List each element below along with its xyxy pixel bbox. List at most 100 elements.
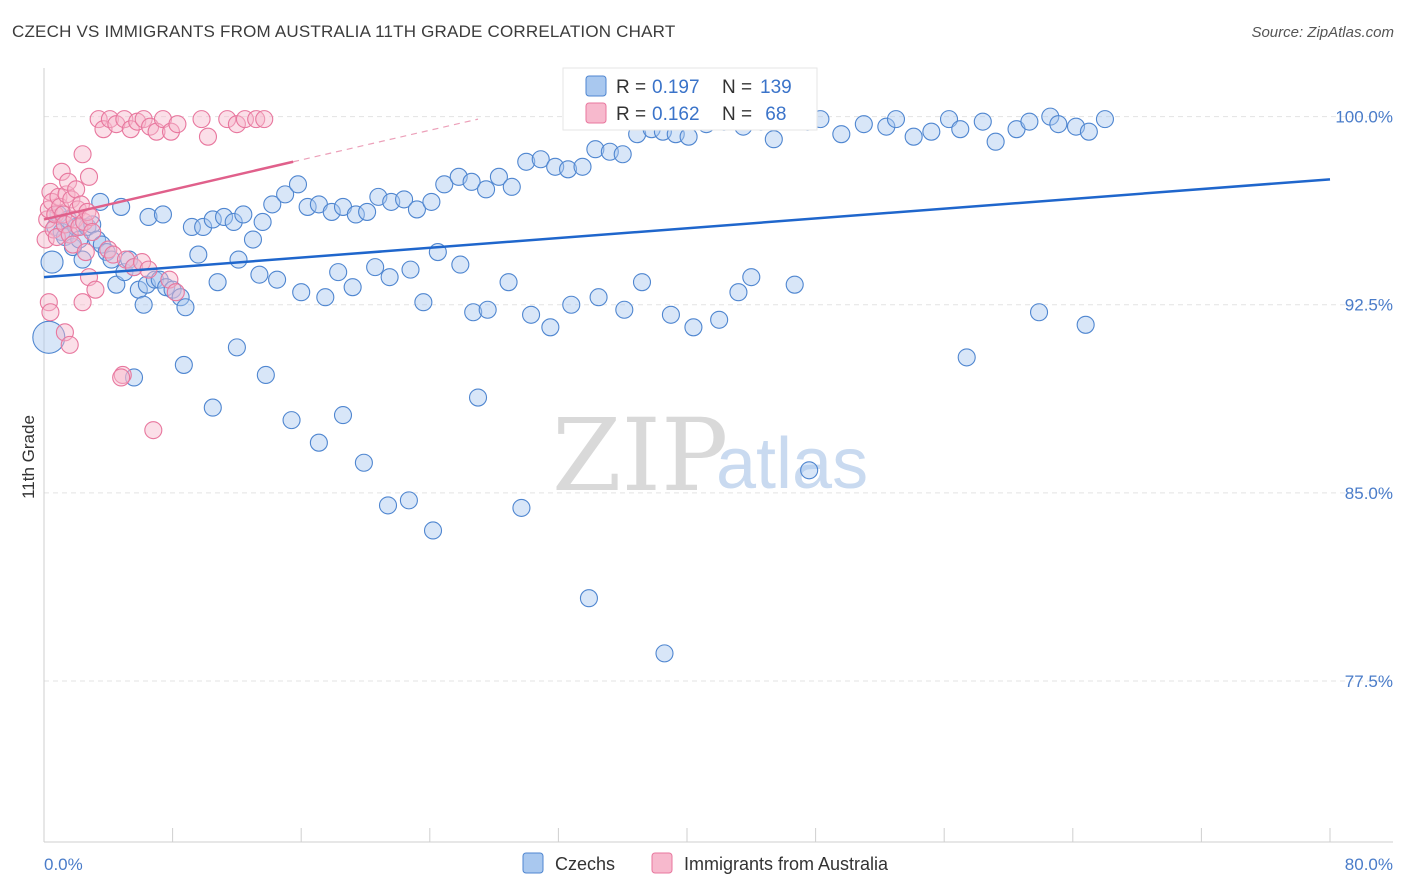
- czechs-point: [451, 255, 470, 274]
- czechs-point: [203, 210, 222, 229]
- czechs-point: [468, 388, 488, 407]
- czechs-point: [661, 305, 680, 324]
- stats-czechs-n-label: N =: [722, 77, 752, 98]
- czechs-point: [729, 283, 748, 302]
- chart-title: CZECH VS IMMIGRANTS FROM AUSTRALIA 11TH …: [12, 22, 676, 41]
- czechs-point: [329, 263, 348, 282]
- czechs-point: [1020, 112, 1039, 131]
- czechs-point: [904, 127, 923, 146]
- czechs-point: [354, 453, 373, 472]
- czechs-point: [589, 288, 608, 307]
- y-tick-label: 100.0%: [1335, 108, 1393, 127]
- y-tick-label: 85.0%: [1345, 484, 1393, 503]
- czechs-point: [366, 258, 385, 277]
- y-axis-title: 11th Grade: [19, 415, 38, 499]
- czechs-point: [1076, 315, 1095, 334]
- czechs-point: [243, 230, 263, 249]
- australia-point: [166, 283, 185, 302]
- czechs-point: [1079, 122, 1098, 141]
- czechs-point: [322, 202, 341, 221]
- australia-point: [255, 110, 274, 129]
- czechs-point: [139, 207, 158, 227]
- czechs-point: [229, 250, 248, 269]
- czechs-point: [541, 318, 560, 337]
- czechs-point: [263, 195, 282, 214]
- australia-point: [83, 222, 102, 242]
- stats-australia-r-value: 0.162: [652, 104, 700, 125]
- czechs-point: [951, 120, 970, 139]
- czechs-point: [986, 132, 1005, 151]
- stats-czechs-r-value: 0.197: [652, 77, 700, 98]
- czechs-point: [764, 130, 783, 149]
- australia-point: [99, 240, 118, 259]
- australia-point: [60, 335, 79, 354]
- czechs-point: [124, 368, 144, 387]
- czechs-point: [502, 177, 521, 196]
- australia-point: [112, 368, 131, 387]
- watermark: ZIP atlas: [552, 397, 868, 514]
- czechs-point: [189, 245, 208, 264]
- y-tick-label: 77.5%: [1345, 672, 1393, 691]
- legend-australia-label: Immigrants from Australia: [684, 854, 889, 874]
- source-label: Source: ZipAtlas.com: [1251, 24, 1394, 41]
- czechs-point: [462, 172, 481, 191]
- legend-czechs-swatch: [522, 852, 544, 874]
- czechs-point: [832, 125, 851, 144]
- australia-point: [134, 110, 153, 129]
- czechs-point: [854, 115, 873, 134]
- czechs-point: [407, 200, 426, 219]
- czechs-point: [282, 411, 301, 430]
- czechs-point: [877, 117, 896, 136]
- czechs-point: [558, 160, 578, 179]
- australia-points: [36, 110, 274, 440]
- stats-czechs-r-label: R =: [616, 77, 646, 98]
- czechs-point: [292, 283, 311, 302]
- australia-point: [144, 421, 163, 440]
- czechs-point: [256, 365, 275, 385]
- czechs-point: [378, 496, 398, 515]
- stats-box: R = 0.197 N = 139 R = 0.162 N = 68: [562, 67, 818, 131]
- australia-point: [168, 115, 187, 134]
- watermark-zip: ZIP: [552, 397, 728, 514]
- czechs-point: [464, 303, 483, 322]
- czechs-point: [586, 140, 605, 159]
- czechs-point: [800, 461, 819, 480]
- czechs-point: [615, 300, 634, 319]
- czechs-point: [250, 265, 269, 284]
- czechs-point: [613, 145, 632, 164]
- czechs-point: [224, 212, 243, 232]
- czechs-point: [922, 122, 941, 141]
- czechs-point: [531, 150, 550, 169]
- czechs-point: [785, 275, 804, 294]
- czechs-point: [399, 491, 418, 510]
- czechs-point: [309, 433, 328, 452]
- czechs-point: [414, 293, 433, 312]
- czechs-point: [477, 180, 496, 199]
- australia-point: [79, 167, 99, 186]
- czechs-point: [253, 212, 272, 232]
- stats-australia-n-label: N =: [722, 104, 752, 125]
- y-tick-labels: 100.0% 92.5% 85.0% 77.5%: [1335, 108, 1393, 691]
- stats-czechs-n-value: 139: [760, 77, 792, 98]
- australia-trend-line: [43, 160, 294, 221]
- czechs-point: [886, 110, 906, 129]
- australia-point: [198, 127, 218, 146]
- czechs-point: [194, 217, 213, 237]
- czechs-point: [655, 644, 674, 663]
- czechs-point: [234, 205, 253, 224]
- czechs-point: [153, 205, 173, 224]
- czechs-point: [632, 273, 652, 292]
- czechs-point: [395, 190, 414, 209]
- czechs-point: [268, 270, 287, 289]
- y-tick-label: 92.5%: [1345, 296, 1393, 315]
- watermark-atlas: atlas: [716, 424, 868, 504]
- czechs-point: [1049, 115, 1068, 134]
- czechs-point: [562, 295, 581, 314]
- czechs-point: [1095, 110, 1114, 129]
- czechs-point: [298, 197, 317, 216]
- czechs-point: [522, 305, 541, 324]
- czechs-point: [423, 521, 443, 540]
- australia-point: [41, 303, 60, 322]
- trend-lines: [43, 118, 1331, 279]
